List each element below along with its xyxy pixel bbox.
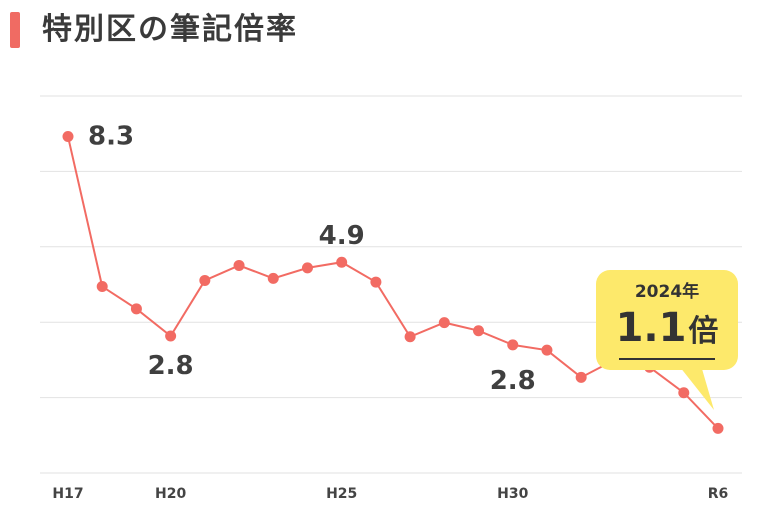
callout-year: 2024年	[634, 282, 700, 302]
callout-value: 1.1	[615, 305, 687, 351]
data-point	[199, 274, 211, 286]
callout-box: 2024年 1.1倍	[596, 270, 738, 370]
x-tick-label: H17	[52, 486, 83, 502]
data-point	[473, 325, 485, 337]
data-point	[712, 422, 724, 434]
data-point	[678, 387, 690, 399]
data-point	[233, 259, 245, 271]
chart-title: 特別区の筆記倍率	[42, 12, 298, 47]
x-tick-group: H17 H20 H25 H30 R6	[52, 486, 728, 502]
data-label: 2.8	[148, 351, 194, 381]
data-label: 8.3	[88, 122, 134, 152]
grid-lines	[40, 95, 742, 474]
data-point	[541, 344, 553, 356]
callout-unit: 倍	[688, 314, 719, 349]
data-point	[336, 256, 348, 268]
data-point	[62, 131, 74, 143]
data-point	[96, 281, 108, 293]
callout-pointer	[676, 362, 714, 410]
data-point	[130, 303, 142, 315]
x-tick-label: H25	[326, 486, 357, 502]
data-point	[438, 317, 450, 329]
callout-underline	[619, 358, 715, 360]
data-label: 4.9	[319, 221, 365, 251]
data-point	[267, 272, 279, 284]
x-tick-label: H30	[497, 486, 528, 502]
data-label: 2.8	[490, 366, 536, 396]
x-tick-label: R6	[708, 486, 729, 502]
data-point	[370, 276, 382, 288]
data-point	[165, 330, 177, 342]
callout-value-line: 1.1倍	[596, 304, 738, 356]
data-point	[507, 339, 519, 351]
data-point	[404, 331, 416, 343]
data-point	[575, 371, 587, 383]
data-label-group: 8.3 2.8 4.9 2.8	[88, 122, 536, 396]
x-tick-label: H20	[155, 486, 186, 502]
data-point	[301, 262, 313, 274]
title-accent-bar	[10, 12, 20, 48]
